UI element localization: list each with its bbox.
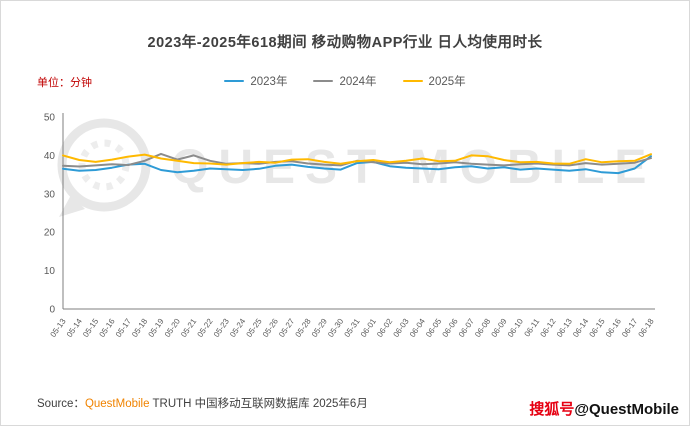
x-tick-label: 05-22: [196, 317, 215, 339]
x-tick-label: 05-26: [261, 317, 280, 339]
x-tick-label: 05-29: [310, 317, 329, 339]
x-tick-label: 05-21: [179, 317, 198, 339]
x-tick-label: 06-11: [523, 317, 542, 339]
legend-marker-2023-icon: [224, 79, 245, 83]
legend-item-2025: 2025年: [402, 73, 466, 89]
account-badge: 搜狐号@QuestMobile: [529, 398, 679, 419]
x-tick-label: 05-14: [65, 317, 84, 339]
x-tick-label: 06-04: [408, 317, 427, 339]
x-tick-label: 06-14: [571, 317, 590, 339]
legend-item-2023: 2023年: [224, 73, 287, 89]
badge-platform: 搜狐号: [529, 401, 575, 418]
x-tick-label: 05-25: [245, 317, 264, 339]
y-tick-label: 30: [44, 189, 56, 200]
source-brand: QuestMobile: [84, 398, 150, 410]
x-tick-label: 05-30: [326, 317, 345, 339]
source-prefix: Source：: [37, 398, 85, 410]
source-rest: TRUTH 中国移动互联网数据库 2025年6月: [149, 398, 368, 410]
y-tick-label: 10: [44, 266, 56, 277]
x-tick-label: 05-23: [212, 317, 231, 339]
x-tick-label: 05-17: [114, 317, 133, 339]
x-tick-label: 06-17: [620, 317, 639, 339]
x-tick-label: 06-10: [506, 317, 525, 339]
x-tick-label: 05-24: [228, 317, 247, 339]
unit-label: 单位：分钟: [37, 77, 92, 89]
legend-label-2025: 2025年: [428, 76, 466, 88]
series-line-2025年: [62, 153, 652, 166]
x-tick-label: 05-27: [277, 317, 296, 339]
x-tick-label: 06-03: [392, 317, 411, 339]
chart-title: 2023年-2025年618期间 移动购物APP行业 日人均使用时长: [147, 35, 543, 51]
x-tick-label: 05-18: [130, 317, 149, 339]
x-tick-label: 06-05: [424, 317, 443, 339]
x-tick-label: 06-16: [604, 317, 623, 339]
legend-label-2023: 2023年: [250, 76, 288, 88]
x-tick-label: 06-08: [473, 317, 492, 339]
x-tick-label: 06-13: [555, 317, 574, 339]
y-tick-label: 40: [44, 151, 56, 162]
x-tick-label: 05-19: [147, 317, 166, 339]
x-tick-label: 06-12: [539, 317, 558, 339]
x-tick-label: 05-15: [81, 317, 100, 339]
x-tick-label: 06-07: [457, 317, 476, 339]
legend-item-2024: 2024年: [313, 73, 377, 89]
x-tick-label: 05-31: [343, 317, 362, 339]
x-tick-label: 06-18: [637, 317, 656, 339]
legend-marker-2024-icon: [313, 79, 334, 83]
line-chart: 0102030405005-1305-1405-1505-1605-1705-1…: [44, 113, 656, 339]
legend-marker-2025-icon: [402, 79, 423, 83]
x-tick-label: 06-02: [375, 317, 394, 339]
x-tick-label: 05-28: [294, 317, 313, 339]
x-tick-label: 06-09: [490, 317, 509, 339]
badge-handle: @QuestMobile: [574, 401, 679, 418]
source-line: Source：QuestMobile TRUTH 中国移动互联网数据库 2025…: [37, 395, 368, 411]
x-tick-label: 05-20: [163, 317, 182, 339]
x-tick-label: 05-16: [98, 317, 117, 339]
y-tick-label: 50: [44, 113, 56, 124]
x-tick-label: 06-06: [441, 317, 460, 339]
legend: 2023年 2024年 2025年: [1, 73, 689, 89]
y-tick-label: 20: [44, 228, 56, 239]
legend-label-2024: 2024年: [339, 76, 377, 88]
y-tick-label: 0: [49, 305, 55, 316]
x-tick-label: 05-13: [49, 317, 68, 339]
x-tick-label: 06-01: [359, 317, 378, 339]
x-tick-label: 06-15: [588, 317, 607, 339]
series-line-2023年: [62, 155, 652, 175]
